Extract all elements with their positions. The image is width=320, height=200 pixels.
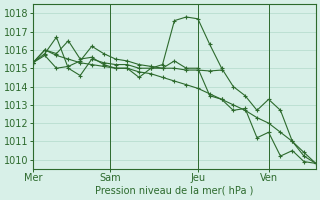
X-axis label: Pression niveau de la mer( hPa ): Pression niveau de la mer( hPa ) [95, 186, 253, 196]
